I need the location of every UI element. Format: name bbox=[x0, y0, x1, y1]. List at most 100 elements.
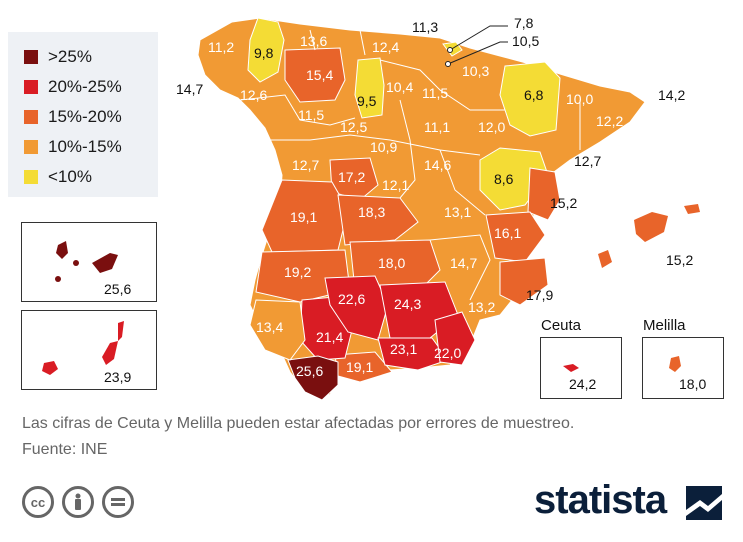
inset-tenerife: 25,6 bbox=[21, 222, 157, 302]
region-label: 10,4 bbox=[386, 79, 413, 95]
melilla-label: Melilla bbox=[643, 317, 686, 334]
leader-dot bbox=[447, 47, 453, 53]
region-cadiz bbox=[287, 355, 339, 401]
legend-swatch bbox=[24, 50, 38, 64]
melilla-value: 18,0 bbox=[679, 376, 707, 392]
ceuta-value: 24,2 bbox=[569, 376, 597, 392]
region-huesca bbox=[499, 61, 561, 137]
region-alicante bbox=[499, 257, 549, 306]
region-baleares-menorca bbox=[684, 204, 700, 214]
legend-label: >25% bbox=[48, 47, 92, 66]
region-label: 12,2 bbox=[596, 113, 623, 129]
legend-item: 20%-25% bbox=[24, 76, 122, 98]
region-label: 13,1 bbox=[444, 204, 471, 220]
region-label: 22,6 bbox=[338, 291, 365, 307]
region-castellon bbox=[527, 167, 561, 221]
region-label: 9,5 bbox=[357, 93, 377, 109]
equals-icon[interactable] bbox=[102, 486, 134, 518]
region-label: 11,1 bbox=[424, 119, 450, 135]
region-label: 14,7 bbox=[450, 255, 477, 271]
ceuta-shape bbox=[563, 364, 579, 372]
region-label: 12,6 bbox=[240, 87, 267, 103]
spain-map: 11,2 9,8 13,6 12,4 11,3 7,8 10,5 10,3 14… bbox=[176, 15, 700, 401]
region-label: 18,0 bbox=[378, 255, 405, 271]
statista-logo-text[interactable]: statista bbox=[534, 478, 667, 522]
legend-item: 10%-15% bbox=[24, 136, 122, 158]
melilla-shape bbox=[669, 356, 681, 372]
gran-canaria-value: 23,9 bbox=[104, 369, 132, 385]
leader-dot bbox=[445, 61, 451, 67]
legend-label: 20%-25% bbox=[48, 77, 122, 96]
region-label: 25,6 bbox=[296, 363, 323, 379]
gran-canaria-shape bbox=[42, 321, 124, 375]
legend-swatch bbox=[24, 110, 38, 124]
license-icons: cc bbox=[22, 486, 134, 518]
region-label: 12,4 bbox=[372, 39, 399, 55]
region-palencia bbox=[354, 57, 385, 119]
region-lugo bbox=[247, 17, 285, 83]
region-granada bbox=[377, 337, 449, 371]
legend-label: 10%-15% bbox=[48, 137, 122, 156]
region-label: 11,5 bbox=[422, 85, 448, 101]
legend-label: <10% bbox=[48, 167, 92, 186]
legend-item: <10% bbox=[24, 166, 92, 188]
region-label: 8,6 bbox=[494, 171, 514, 187]
region-label: 12,7 bbox=[292, 157, 319, 173]
legend-item: >25% bbox=[24, 46, 92, 68]
region-toledo bbox=[337, 194, 419, 246]
region-label: 12,7 bbox=[574, 153, 601, 169]
legend-item: 15%-20% bbox=[24, 106, 122, 128]
cc-icon[interactable]: cc bbox=[22, 486, 54, 518]
region-label: 18,3 bbox=[358, 204, 385, 220]
region-label: 12,5 bbox=[340, 119, 367, 135]
region-valencia bbox=[485, 211, 546, 263]
region-label: 19,1 bbox=[346, 359, 373, 375]
province-borders bbox=[239, 29, 581, 301]
inset-melilla: 18,0 bbox=[642, 337, 724, 399]
region-label: 9,8 bbox=[254, 45, 274, 61]
statista-logo-icon bbox=[686, 486, 722, 520]
region-label: 12,0 bbox=[478, 119, 505, 135]
region-huelva bbox=[249, 299, 306, 361]
inset-ceuta: 24,2 bbox=[540, 337, 622, 399]
map-legend: >25% 20%-25% 15%-20% 10%-15% <10% bbox=[8, 32, 158, 197]
region-label: 21,4 bbox=[316, 329, 343, 345]
legend-label: 15%-20% bbox=[48, 107, 122, 126]
legend-swatch bbox=[24, 80, 38, 94]
region-label: 24,3 bbox=[394, 296, 421, 312]
region-label: 23,1 bbox=[390, 341, 417, 357]
tenerife-value: 25,6 bbox=[104, 281, 132, 297]
region-label: 13,6 bbox=[300, 33, 327, 49]
region-label: 17,9 bbox=[526, 287, 553, 303]
person-icon[interactable] bbox=[62, 486, 94, 518]
region-label: 14,6 bbox=[424, 157, 451, 173]
source: Fuente: INE bbox=[22, 441, 108, 458]
region-badajoz bbox=[255, 249, 351, 303]
region-label: 10,0 bbox=[566, 91, 593, 107]
region-label: 11,5 bbox=[298, 107, 324, 123]
region-label: 11,3 bbox=[412, 19, 438, 35]
region-label: 13,4 bbox=[256, 319, 283, 335]
region-label: 16,1 bbox=[494, 225, 521, 241]
region-baleares-mallorca bbox=[634, 212, 668, 242]
caption: Las cifras de Ceuta y Melilla pueden est… bbox=[22, 415, 575, 432]
region-label: 15,2 bbox=[666, 252, 693, 268]
tenerife-shape bbox=[55, 241, 118, 282]
region-baleares-ibiza bbox=[598, 250, 612, 268]
region-label: 12,1 bbox=[382, 177, 409, 193]
ceuta-label: Ceuta bbox=[541, 317, 582, 334]
region-label: 14,7 bbox=[176, 81, 203, 97]
region-label: 22,0 bbox=[434, 345, 461, 361]
region-label: 10,9 bbox=[370, 139, 397, 155]
region-label: 19,1 bbox=[290, 209, 317, 225]
region-label: 14,2 bbox=[658, 87, 685, 103]
region-label: 13,2 bbox=[468, 299, 495, 315]
region-label: 19,2 bbox=[284, 264, 311, 280]
region-almeria bbox=[434, 311, 476, 366]
legend-swatch bbox=[24, 140, 38, 154]
region-label: 10,3 bbox=[462, 63, 489, 79]
region-label: 15,4 bbox=[306, 67, 333, 83]
region-label: 7,8 bbox=[514, 15, 534, 31]
region-label: 15,2 bbox=[550, 195, 577, 211]
region-label: 17,2 bbox=[338, 169, 365, 185]
